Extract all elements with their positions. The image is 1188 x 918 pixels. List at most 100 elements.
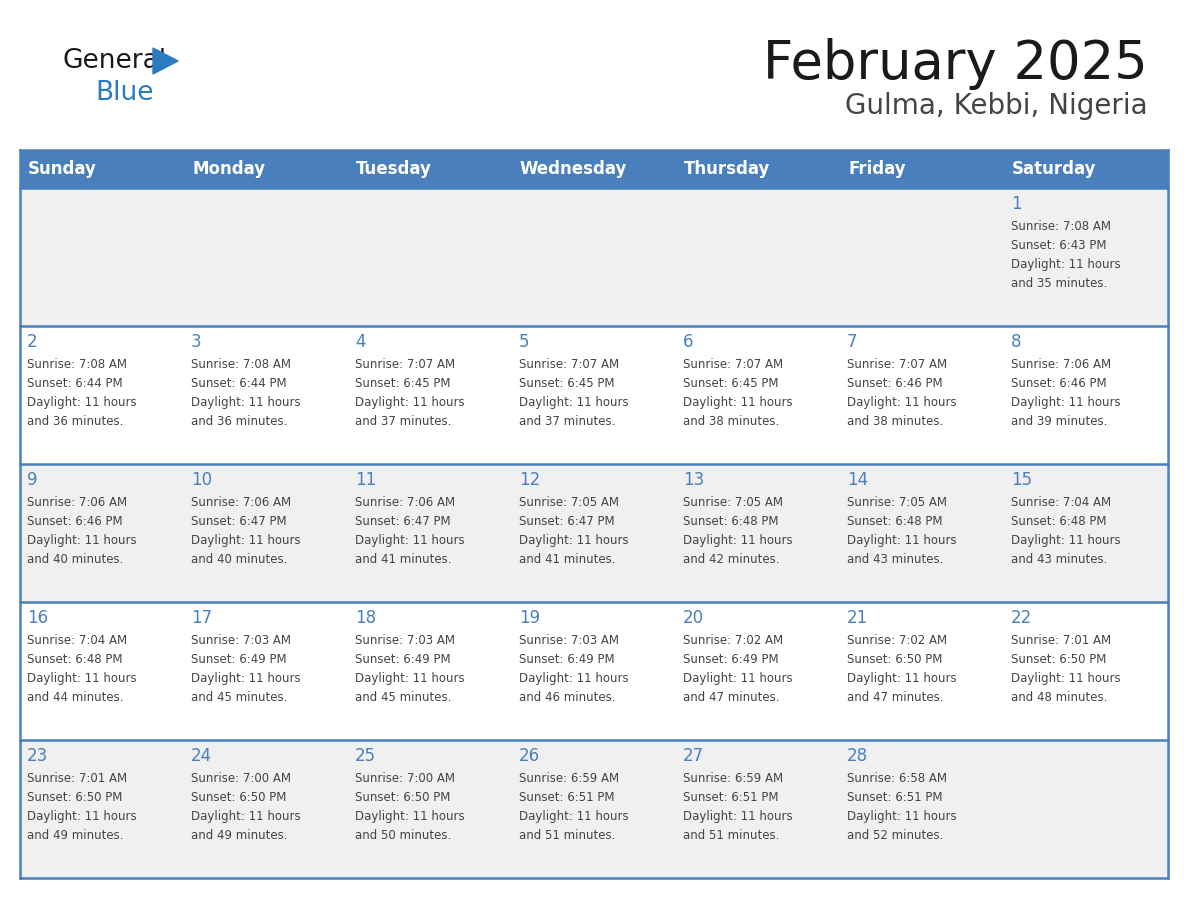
Text: and 36 minutes.: and 36 minutes. (27, 415, 124, 428)
Text: Sunset: 6:44 PM: Sunset: 6:44 PM (27, 377, 122, 390)
Text: Sunrise: 7:06 AM: Sunrise: 7:06 AM (355, 496, 455, 509)
Text: Daylight: 11 hours: Daylight: 11 hours (683, 672, 792, 685)
Bar (348, 150, 512, 188)
Text: Daylight: 11 hours: Daylight: 11 hours (27, 810, 137, 823)
Text: Sunset: 6:50 PM: Sunset: 6:50 PM (27, 791, 122, 804)
Text: Sunrise: 7:05 AM: Sunrise: 7:05 AM (683, 496, 783, 509)
Text: Daylight: 11 hours: Daylight: 11 hours (27, 396, 137, 409)
Text: Sunrise: 7:04 AM: Sunrise: 7:04 AM (27, 634, 127, 647)
Text: and 42 minutes.: and 42 minutes. (683, 553, 779, 566)
Text: Daylight: 11 hours: Daylight: 11 hours (683, 810, 792, 823)
Text: Sunrise: 7:01 AM: Sunrise: 7:01 AM (1011, 634, 1111, 647)
Text: Sunset: 6:50 PM: Sunset: 6:50 PM (191, 791, 286, 804)
Text: and 37 minutes.: and 37 minutes. (355, 415, 451, 428)
Text: and 49 minutes.: and 49 minutes. (191, 829, 287, 842)
Text: Sunset: 6:49 PM: Sunset: 6:49 PM (355, 653, 450, 666)
Bar (20, 326, 1168, 464)
Text: Sunset: 6:51 PM: Sunset: 6:51 PM (519, 791, 614, 804)
Text: and 51 minutes.: and 51 minutes. (519, 829, 615, 842)
Text: Sunrise: 6:59 AM: Sunrise: 6:59 AM (519, 772, 619, 785)
Text: Daylight: 11 hours: Daylight: 11 hours (1011, 396, 1120, 409)
Text: Sunrise: 7:05 AM: Sunrise: 7:05 AM (519, 496, 619, 509)
Text: 1: 1 (1011, 195, 1022, 213)
Text: 27: 27 (683, 747, 704, 765)
Text: 23: 23 (27, 747, 49, 765)
Text: Daylight: 11 hours: Daylight: 11 hours (355, 534, 465, 547)
Text: 28: 28 (847, 747, 868, 765)
Text: Sunset: 6:47 PM: Sunset: 6:47 PM (519, 515, 614, 528)
Text: Sunrise: 7:08 AM: Sunrise: 7:08 AM (1011, 220, 1111, 233)
Text: Sunset: 6:46 PM: Sunset: 6:46 PM (27, 515, 122, 528)
Text: Sunset: 6:43 PM: Sunset: 6:43 PM (1011, 239, 1106, 252)
Text: and 51 minutes.: and 51 minutes. (683, 829, 779, 842)
Bar (20, 464, 1168, 602)
Text: Sunrise: 7:06 AM: Sunrise: 7:06 AM (1011, 358, 1111, 371)
Bar (512, 150, 676, 188)
Text: Sunset: 6:49 PM: Sunset: 6:49 PM (683, 653, 778, 666)
Text: 13: 13 (683, 471, 704, 489)
Text: Daylight: 11 hours: Daylight: 11 hours (191, 396, 301, 409)
Bar (1004, 150, 1168, 188)
Text: 14: 14 (847, 471, 868, 489)
Text: Daylight: 11 hours: Daylight: 11 hours (191, 534, 301, 547)
Text: and 49 minutes.: and 49 minutes. (27, 829, 124, 842)
Text: Daylight: 11 hours: Daylight: 11 hours (683, 396, 792, 409)
Text: Daylight: 11 hours: Daylight: 11 hours (27, 534, 137, 547)
Text: and 43 minutes.: and 43 minutes. (1011, 553, 1107, 566)
Text: Sunset: 6:49 PM: Sunset: 6:49 PM (519, 653, 614, 666)
Text: 22: 22 (1011, 609, 1032, 627)
Text: Sunset: 6:47 PM: Sunset: 6:47 PM (191, 515, 286, 528)
Text: and 36 minutes.: and 36 minutes. (191, 415, 287, 428)
Text: and 45 minutes.: and 45 minutes. (355, 691, 451, 704)
Text: Gulma, Kebbi, Nigeria: Gulma, Kebbi, Nigeria (846, 92, 1148, 120)
Text: Sunset: 6:46 PM: Sunset: 6:46 PM (1011, 377, 1107, 390)
Text: Sunset: 6:46 PM: Sunset: 6:46 PM (847, 377, 942, 390)
Text: Sunset: 6:45 PM: Sunset: 6:45 PM (519, 377, 614, 390)
Text: Sunset: 6:48 PM: Sunset: 6:48 PM (847, 515, 942, 528)
Text: 8: 8 (1011, 333, 1022, 351)
Text: Daylight: 11 hours: Daylight: 11 hours (847, 534, 956, 547)
Text: Sunrise: 7:03 AM: Sunrise: 7:03 AM (355, 634, 455, 647)
Text: Sunset: 6:51 PM: Sunset: 6:51 PM (683, 791, 778, 804)
Text: Sunrise: 7:08 AM: Sunrise: 7:08 AM (27, 358, 127, 371)
Text: and 47 minutes.: and 47 minutes. (847, 691, 943, 704)
Text: 15: 15 (1011, 471, 1032, 489)
Text: Tuesday: Tuesday (356, 160, 432, 178)
Text: 26: 26 (519, 747, 541, 765)
Text: 4: 4 (355, 333, 366, 351)
Text: and 50 minutes.: and 50 minutes. (355, 829, 451, 842)
Text: Sunset: 6:49 PM: Sunset: 6:49 PM (191, 653, 286, 666)
Text: Sunset: 6:44 PM: Sunset: 6:44 PM (191, 377, 286, 390)
Text: General: General (62, 48, 166, 74)
Text: 6: 6 (683, 333, 694, 351)
Text: Daylight: 11 hours: Daylight: 11 hours (519, 534, 628, 547)
Text: Daylight: 11 hours: Daylight: 11 hours (519, 396, 628, 409)
Text: Sunset: 6:48 PM: Sunset: 6:48 PM (27, 653, 122, 666)
Text: Daylight: 11 hours: Daylight: 11 hours (847, 810, 956, 823)
Text: and 43 minutes.: and 43 minutes. (847, 553, 943, 566)
Text: Wednesday: Wednesday (520, 160, 627, 178)
Text: and 45 minutes.: and 45 minutes. (191, 691, 287, 704)
Text: Daylight: 11 hours: Daylight: 11 hours (1011, 672, 1120, 685)
Bar (20, 740, 1168, 878)
Text: Sunrise: 7:07 AM: Sunrise: 7:07 AM (355, 358, 455, 371)
Text: 9: 9 (27, 471, 38, 489)
Bar (184, 150, 348, 188)
Text: Sunset: 6:50 PM: Sunset: 6:50 PM (847, 653, 942, 666)
Text: and 47 minutes.: and 47 minutes. (683, 691, 779, 704)
Text: and 52 minutes.: and 52 minutes. (847, 829, 943, 842)
Text: and 37 minutes.: and 37 minutes. (519, 415, 615, 428)
Text: 25: 25 (355, 747, 377, 765)
Text: 24: 24 (191, 747, 213, 765)
Text: and 40 minutes.: and 40 minutes. (191, 553, 287, 566)
Text: and 38 minutes.: and 38 minutes. (847, 415, 943, 428)
Text: 19: 19 (519, 609, 541, 627)
Text: Thursday: Thursday (684, 160, 770, 178)
Text: and 35 minutes.: and 35 minutes. (1011, 277, 1107, 290)
Text: Daylight: 11 hours: Daylight: 11 hours (355, 672, 465, 685)
Text: and 41 minutes.: and 41 minutes. (355, 553, 451, 566)
Text: 11: 11 (355, 471, 377, 489)
Text: Sunrise: 6:58 AM: Sunrise: 6:58 AM (847, 772, 947, 785)
Text: 10: 10 (191, 471, 213, 489)
Text: 17: 17 (191, 609, 213, 627)
